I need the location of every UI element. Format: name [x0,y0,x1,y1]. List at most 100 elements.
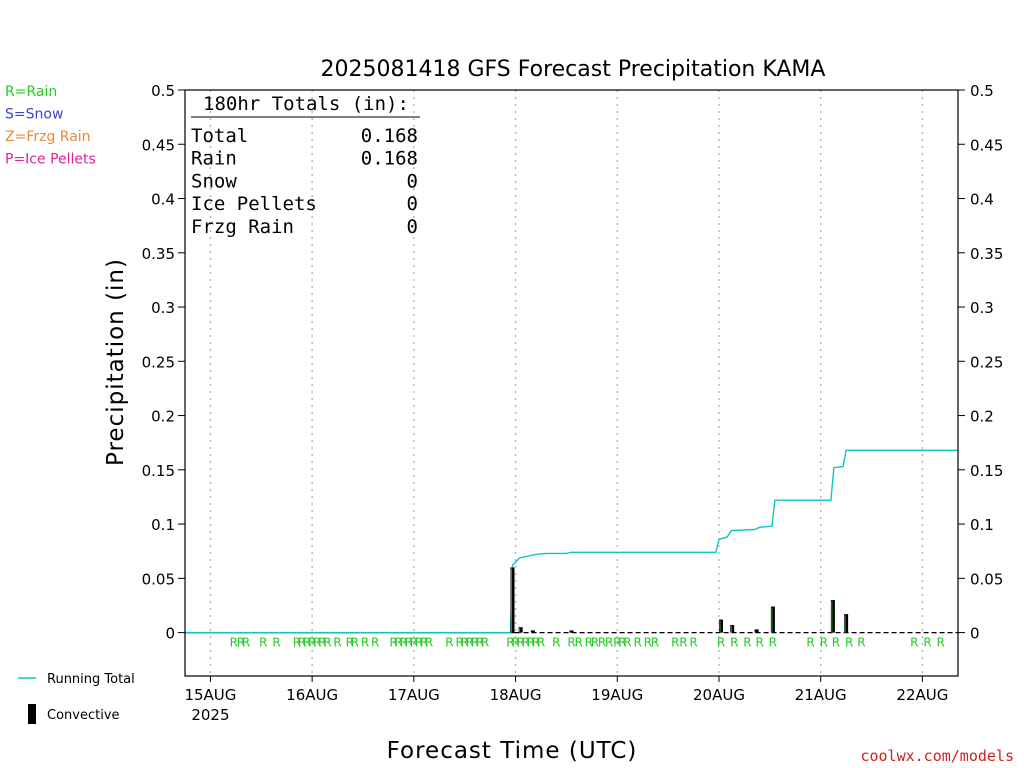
precip-type-marker: R [476,636,484,650]
precip-type-marker: R [644,636,652,650]
precip-type-marker: R [445,636,453,650]
totals-header: 180hr Totals (in): [203,93,409,115]
precip-bar [530,630,535,633]
y-tick-label-right: 0.1 [970,516,994,534]
legend-bar-swatch [28,704,36,724]
precip-type-marker: R [820,636,828,650]
y-tick-label-right: 0.45 [970,136,1003,154]
precip-type-marker: R [806,636,814,650]
totals-row-value: 0 [407,170,418,192]
y-tick-label-left: 0.25 [142,353,175,371]
ptype-legend-item: Z=Frzg Rain [5,129,91,145]
x-tick-label: 19AUG [591,686,643,704]
y-tick-label-left: 0.4 [151,191,175,209]
precip-type-marker: R [400,636,408,650]
totals-row-value: 0.168 [361,148,418,170]
precip-type-marker: R [420,636,428,650]
x-tick-label: 15AUG [184,686,236,704]
y-tick-label-right: 0.15 [970,462,1003,480]
precip-type-marker: R [717,636,725,650]
precip-type-marker: R [537,636,545,650]
precip-type-marker: R [689,636,697,650]
precip-type-marker: R [455,636,463,650]
precip-type-marker: R [623,636,631,650]
precip-type-marker: R [259,636,267,650]
y-tick-label-left: 0 [165,625,175,643]
legend-label: Convective [47,708,120,723]
precip-bar [730,624,735,633]
precip-type-marker: R [346,636,354,650]
precip-type-legend: R=Rain S=Snow Z=Frzg Rain P=Ice Pellets [5,84,96,168]
precip-bar [754,629,759,633]
precip-type-marker: R [522,636,530,650]
precip-type-marker: R [323,636,331,650]
y-tick-label-right: 0.3 [970,299,994,317]
precip-type-marker: R [415,636,423,650]
legend-label: Running Total [47,672,135,687]
y-tick-label-right: 0.4 [970,191,994,209]
totals-box: 180hr Totals (in): Total 0.168 Rain 0.168 Sn… [191,93,420,238]
precip-type-marker: R [585,636,593,650]
y-tick-label-left: 0.45 [142,136,175,154]
y-axis-left: 0 0.05 0.1 0.15 0.2 0.25 0.3 0.35 0.4 0.45 0.5 [142,82,185,643]
precip-type-marker: R [605,636,613,650]
precip-bar [719,619,724,633]
totals-row-label: Frzg Rain [191,216,294,238]
precip-type-marker: R [272,636,280,650]
precip-type-marker: R [845,636,853,650]
precip-type-marker: R [351,636,359,650]
precip-type-marker: R [743,636,751,650]
precip-type-marker: R [371,636,379,650]
y-tick-label-right: 0.35 [970,245,1003,263]
x-axis: 15AUG 2025 16AUG 17AUG 18AUG 19AUG 20AUG 21AUG 2… [184,676,948,724]
precip-type-marker: R [769,636,777,650]
y-tick-label-left: 0.1 [151,516,175,534]
precip-type-marker: R [651,636,659,650]
ptype-legend-item: P=Ice Pellets [5,152,96,168]
precip-type-marker: R [303,636,311,650]
precip-type-marker: R [679,636,687,650]
totals-row-label: Total [191,125,248,147]
y-tick-label-left: 0.2 [151,408,175,426]
x-tick-label: 17AUG [388,686,440,704]
precip-type-marker: R [591,636,599,650]
precip-type-marker: R [466,636,474,650]
precip-type-marker: R [298,636,306,650]
y-tick-label-right: 0.05 [970,570,1003,588]
precip-type-marker: R [730,636,738,650]
precip-type-marker: R [910,636,918,650]
precip-type-marker: R [242,636,250,650]
y-tick-label-left: 0.3 [151,299,175,317]
precip-type-marker: R [552,636,560,650]
precip-type-marker: R [237,636,245,650]
precip-type-marker: R [832,636,840,650]
precip-type-marker: R [461,636,469,650]
precip-type-marker: R [755,636,763,650]
precip-bar [844,614,849,633]
totals-row-label: Ice Pellets [191,193,317,215]
precip-type-marker: R [333,636,341,650]
precip-type-marker: R [671,636,679,650]
precip-bar [518,627,523,633]
precip-type-marker: R [857,636,865,650]
x-tick-label: 20AUG [693,686,745,704]
series-legend: Running Total Convective [18,672,135,724]
y-tick-label-right: 0 [970,625,980,643]
y-tick-label-left: 0.35 [142,245,175,263]
y-axis-label: Precipitation (in) [103,258,129,466]
x-tick-label: 16AUG [286,686,338,704]
precip-type-marker: R [598,636,606,650]
precip-type-marker: R [527,636,535,650]
axes [184,89,959,677]
x-tick-sublabel: 2025 [191,706,229,724]
precip-type-marker: R [613,636,621,650]
precip-type-marker: R [230,636,238,650]
chart-title: 2025081418 GFS Forecast Precipitation KA… [321,57,826,82]
grid-lines [209,90,924,676]
precip-type-marker: R [516,636,524,650]
y-axis-right: 0 0.05 0.1 0.15 0.2 0.25 0.3 0.35 0.4 0.45 0.5 [958,82,1003,643]
precip-type-marker: R [405,636,413,650]
precip-type-marker: R [618,636,626,650]
